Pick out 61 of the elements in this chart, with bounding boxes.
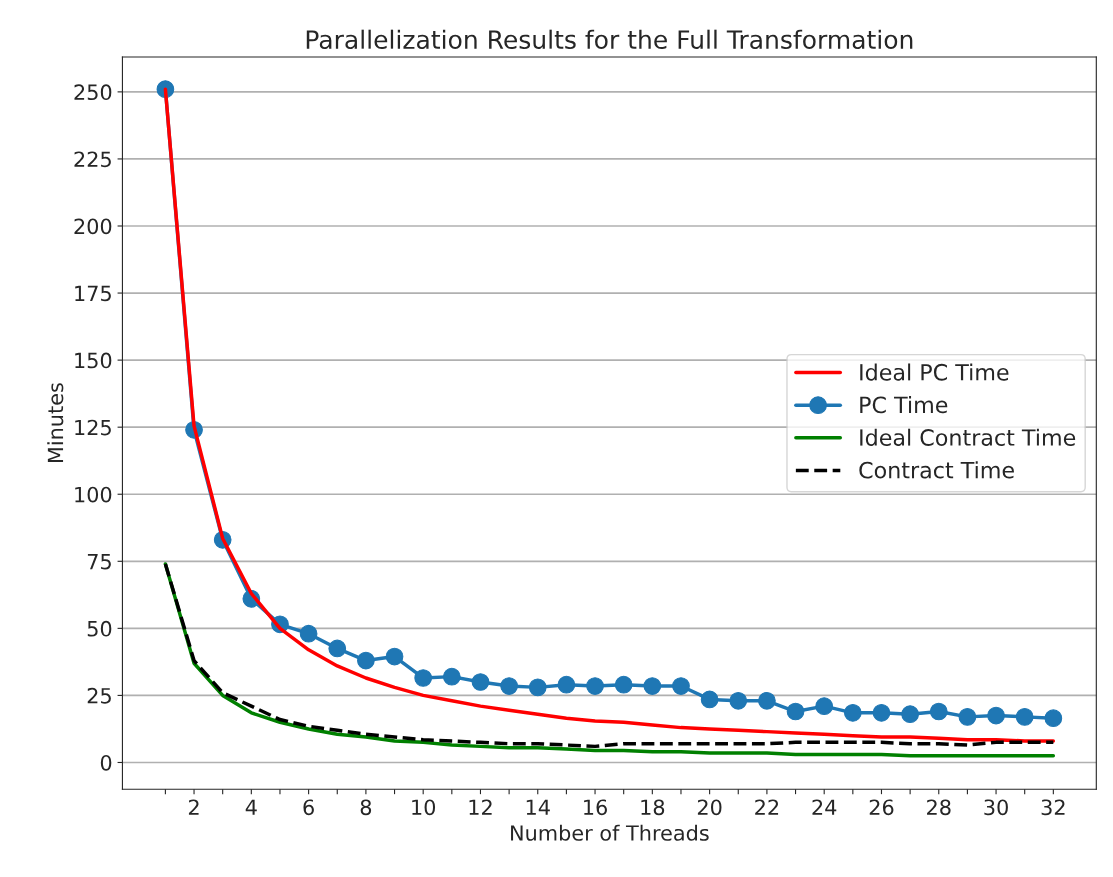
y-tick-label: 225: [74, 151, 111, 168]
x-tick-label: 8: [360, 799, 372, 816]
y-tick-label: 25: [87, 687, 111, 704]
point: [872, 704, 891, 722]
x-tick-label: 30: [984, 799, 1008, 816]
chart-title: Parallelization Results for the Full Transformation: [306, 29, 913, 50]
point: [700, 690, 719, 709]
point: [815, 697, 834, 715]
point: [729, 691, 748, 710]
point: [929, 702, 948, 721]
x-tick-label: 4: [245, 799, 257, 815]
point: [586, 677, 604, 695]
point: [786, 702, 805, 721]
y-tick-label: 125: [75, 419, 111, 436]
x-tick-label: 32: [1041, 799, 1065, 816]
y-axis-title: Minutes: [47, 383, 64, 463]
point: [414, 669, 433, 687]
x-tick-label: 6: [303, 799, 314, 816]
y-tick-label: 100: [75, 486, 112, 503]
x-axis-title: Number of Threads: [511, 824, 709, 841]
y-tick-label: 250: [74, 84, 112, 101]
y-tick-label: 150: [75, 352, 112, 369]
point: [528, 678, 547, 697]
x-tick-label: 16: [584, 799, 607, 816]
point: [758, 691, 776, 710]
point: [328, 639, 347, 658]
x-tick-label: 20: [697, 799, 722, 816]
y-tick-label: 175: [75, 285, 111, 302]
legend-label: Contract Time: [859, 461, 1014, 479]
x-tick-label: 10: [412, 799, 436, 816]
point: [614, 675, 633, 694]
x-tick-label: 22: [755, 799, 779, 815]
y-tick-label: 50: [87, 620, 112, 637]
point: [987, 706, 1005, 725]
point: [1044, 709, 1063, 728]
y-tick-label: 200: [74, 218, 112, 235]
legend-label: PC Time: [860, 396, 948, 414]
x-tick-label: 2: [188, 799, 199, 815]
y-tick-label: 75: [87, 554, 111, 570]
point: [958, 708, 977, 726]
legend-label: Ideal Contract Time: [860, 428, 1076, 446]
point: [385, 647, 404, 666]
point: [500, 677, 518, 695]
point: [643, 677, 662, 695]
point: [843, 704, 862, 722]
point: [1015, 708, 1034, 726]
point: [901, 705, 919, 724]
x-tick-label: 26: [869, 799, 894, 816]
x-tick-label: 28: [927, 799, 951, 816]
x-tick-label: 24: [812, 799, 837, 815]
point: [672, 677, 690, 695]
point: [471, 673, 490, 691]
legend-label: Ideal PC Time: [860, 363, 1009, 381]
y-tick-label: 0: [100, 754, 112, 771]
x-tick-label: 18: [641, 799, 665, 816]
point: [557, 675, 576, 694]
point: [357, 651, 375, 670]
point: [442, 667, 461, 686]
point: [299, 624, 318, 643]
x-tick-label: 12: [469, 799, 492, 815]
x-tick-label: 14: [526, 799, 550, 815]
